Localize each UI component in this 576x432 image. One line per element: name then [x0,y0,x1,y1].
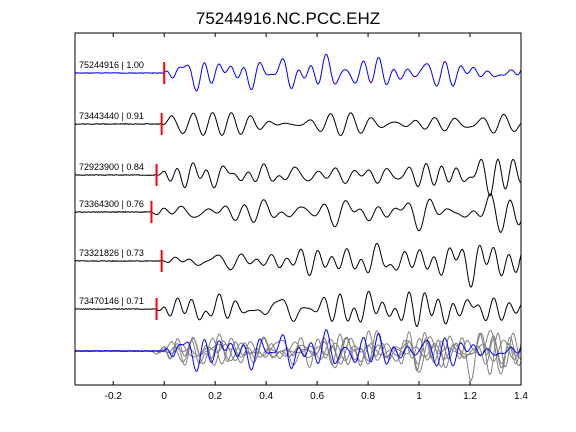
traces-group: 75244916 | 1.00 73443440 | 0.91 72923900 |… [74,53,522,327]
chart-title: 75244916.NC.PCC.EHZ [196,9,380,28]
trace-line [74,53,522,92]
trace-line [74,193,522,233]
overlay-trace-line [75,330,522,372]
axes-frame [74,32,522,386]
x-tick-label: 0.4 [259,391,273,402]
trace-label: 73470146 | 0.71 [79,296,144,306]
trace-line [74,242,522,288]
x-tick-label: 0 [161,391,167,402]
overlay-group [74,329,522,382]
trace-line [75,290,522,327]
trace-label: 73443440 | 0.91 [79,111,144,121]
overlay-trace-line [74,332,522,376]
overlay-reference-line [74,329,522,372]
x-tick-label: 1.4 [514,391,528,402]
x-tick-label: 1 [416,391,422,402]
trace-line [74,112,522,137]
x-tick-label: -0.2 [105,391,123,402]
x-tick-label: 0.8 [361,391,375,402]
trace-label: 72923900 | 0.84 [79,162,144,172]
x-tick-label: 1.2 [463,391,477,402]
x-tick-label: 0.2 [208,391,222,402]
x-tick-label: 0.6 [310,391,324,402]
trace-label: 73321826 | 0.73 [79,248,144,258]
trace-label: 75244916 | 1.00 [79,60,144,70]
trace-label: 73364300 | 0.76 [79,199,144,209]
x-axis: -0.2 0 0.2 0.4 0.6 0.8 1 1.2 1.4 [105,33,528,402]
trace-line [74,158,522,197]
